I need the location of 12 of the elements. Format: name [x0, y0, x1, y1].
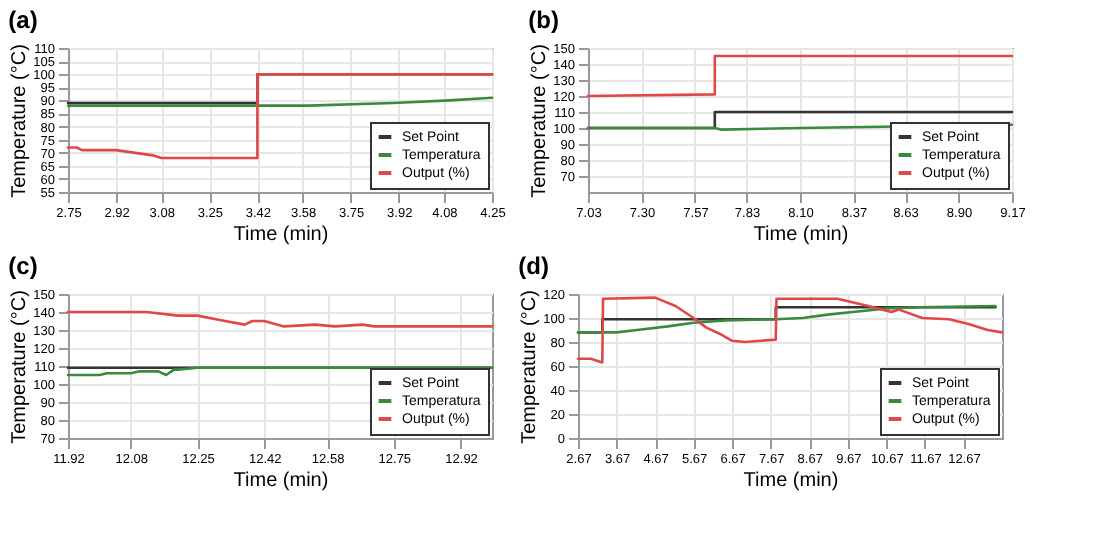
x-axis-title: Time (min) — [743, 470, 839, 492]
chart-title: (d) — [518, 252, 549, 280]
y-axis-title: Temperature (°C) — [519, 290, 542, 444]
y-axis-title: Temperature (°C) — [9, 290, 32, 444]
x-axis-title: Time (min) — [753, 224, 849, 246]
x-axis-title: Time (min) — [233, 470, 329, 492]
y-axis-title: Temperature (°C) — [529, 44, 552, 198]
chart-title: (a) — [8, 6, 38, 34]
x-axis-title: Time (min) — [233, 224, 329, 246]
chart-title: (b) — [528, 6, 559, 34]
y-axis-title: Temperature (°C) — [9, 44, 32, 198]
chart-title: (c) — [8, 252, 38, 280]
